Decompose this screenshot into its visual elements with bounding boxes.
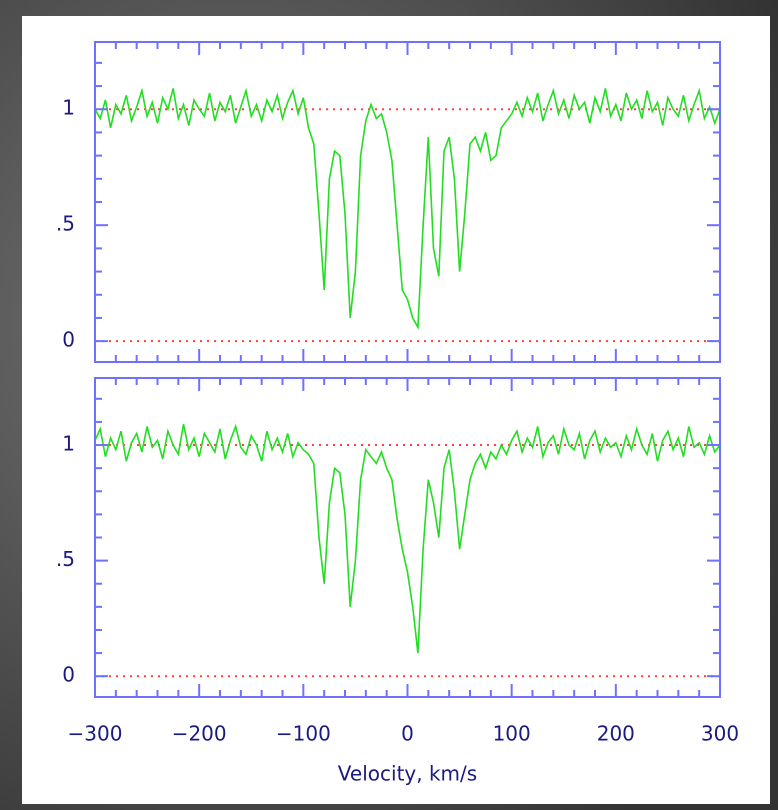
spectrum-line [94, 423, 721, 654]
y-tick-label: 0 [62, 663, 75, 687]
x-tick-label: 0 [401, 722, 414, 746]
y-tick-label: .5 [56, 212, 75, 236]
spectrum-line [94, 87, 721, 331]
x-tick-label: 200 [597, 722, 635, 746]
x-axis-label: Velocity, km/s [338, 762, 477, 786]
x-tick-label: 100 [493, 722, 531, 746]
x-tick-label: 300 [701, 722, 739, 746]
x-tick-label: −100 [276, 722, 331, 746]
y-tick-label: 0 [62, 328, 75, 352]
y-tick-label: .5 [56, 547, 75, 571]
panel [22, 16, 770, 804]
x-tick-label: −200 [172, 722, 227, 746]
y-tick-label: 1 [62, 96, 75, 120]
x-tick-label: −300 [68, 722, 123, 746]
y-tick-label: 1 [62, 432, 75, 456]
